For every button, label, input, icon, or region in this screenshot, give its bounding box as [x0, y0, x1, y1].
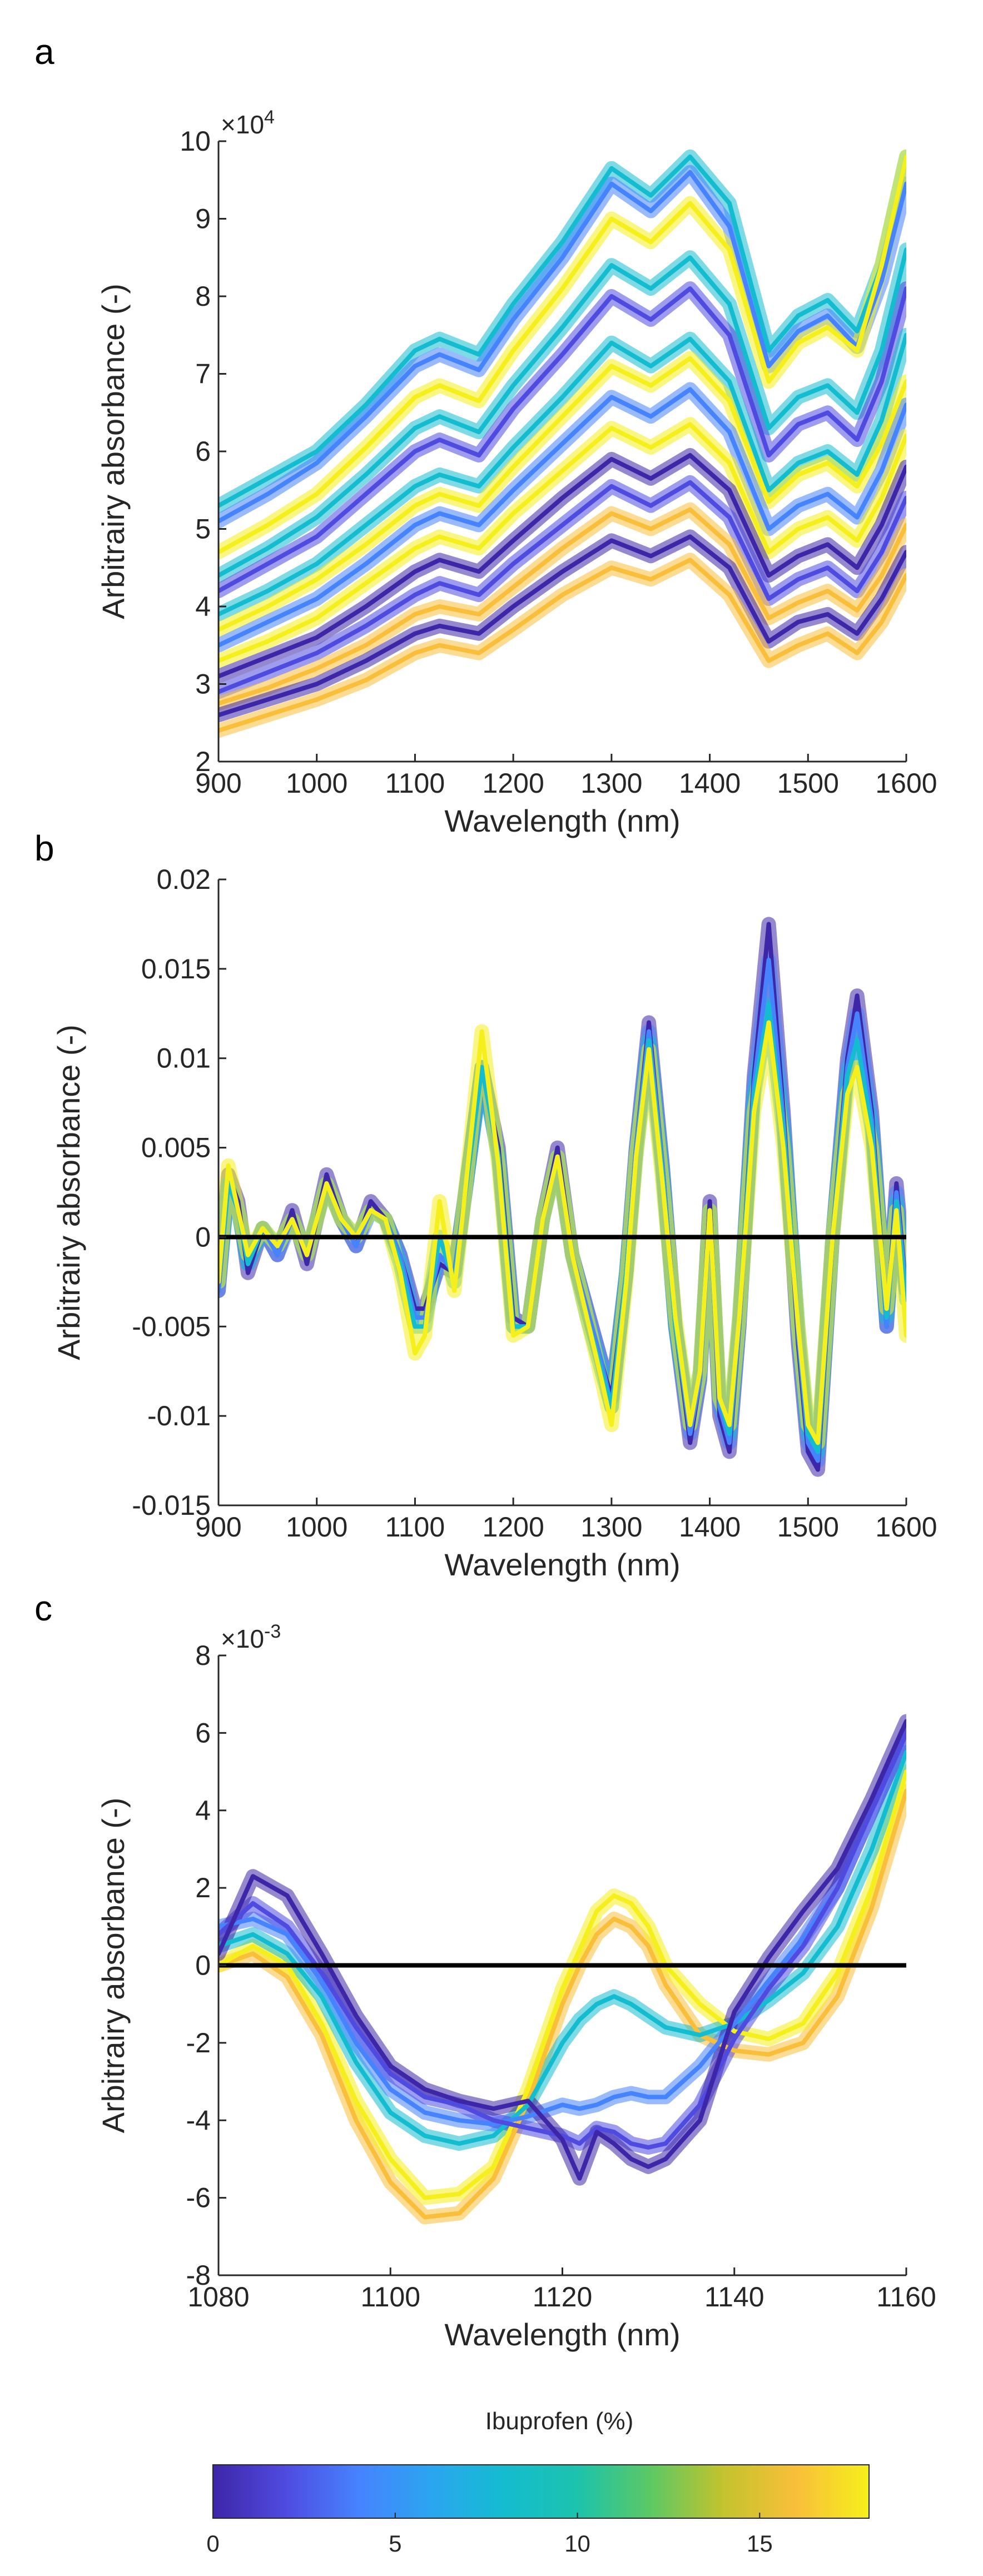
y-tick-label: 0: [195, 1950, 211, 1981]
y-tick-label: 0.015: [141, 953, 211, 984]
series-line: [219, 1719, 906, 2181]
panel-b: b 900 1000 1100 1200 1300 1400 1500 1600 -0.015 -0…: [34, 828, 937, 1582]
colorbar: Ibuprofen (%) 0 5 10 15: [206, 2408, 870, 2557]
y-tick-label: 9: [195, 203, 211, 235]
panel-letter: a: [34, 32, 54, 72]
series-line: [219, 332, 906, 616]
y-axis-label: Arbitrairy absorbance (-): [51, 1025, 86, 1360]
series-line: [219, 1020, 906, 1445]
panel-c: c 1080 1100 1120 1140 1160 -8 -6 -4 -2 0 2 4 6 8 ×10-3 W…: [34, 1588, 936, 2352]
panel-letter: c: [34, 1588, 52, 1628]
axis-exponent: ×10-3: [221, 1621, 281, 1653]
series-line: [219, 1788, 906, 2220]
y-tick-label: 10: [180, 126, 211, 157]
colorbar-tick-label: 5: [389, 2530, 401, 2557]
x-tick-label: 1500: [777, 1511, 839, 1543]
y-tick-label: 2: [195, 746, 211, 777]
x-tick-label: 1600: [875, 1511, 937, 1543]
series-line: [219, 507, 906, 706]
series-line: [219, 286, 906, 594]
x-tick-label: 1160: [876, 2281, 936, 2313]
x-tick-label: 1140: [704, 2281, 764, 2313]
y-tick-label: 4: [195, 1795, 211, 1826]
series-line: [219, 1750, 906, 2146]
series-line: [219, 1730, 906, 2150]
x-axis-label: Wavelength (nm): [444, 1547, 680, 1582]
colorbar-tick-label: 10: [564, 2530, 590, 2557]
series-line: [219, 1769, 906, 2200]
series-line: [219, 558, 906, 733]
x-tick-label: 1000: [286, 1511, 347, 1543]
x-tick-label: 1600: [875, 768, 937, 799]
x-tick-label: 1500: [777, 768, 839, 799]
x-axis-label: Wavelength (nm): [444, 2317, 680, 2352]
y-tick-label: 0.02: [157, 864, 211, 895]
x-tick-label: 1080: [187, 2281, 249, 2313]
series-line: [219, 387, 906, 648]
y-tick-label: 0.005: [141, 1132, 211, 1163]
colorbar-tick-label: 15: [747, 2530, 773, 2557]
x-tick-label: 1100: [385, 768, 445, 799]
series-line: [219, 154, 906, 508]
x-tick-label: 1200: [483, 768, 544, 799]
x-tick-label: 1100: [385, 1511, 445, 1543]
y-tick-label: 0: [195, 1221, 211, 1252]
y-tick-label: -2: [186, 2027, 211, 2058]
axis-exponent: ×104: [221, 107, 275, 139]
series-line: [219, 480, 906, 694]
x-tick-label: 1300: [580, 1511, 642, 1543]
y-tick-label: 7: [195, 359, 211, 390]
y-tick-label: -0.005: [132, 1311, 211, 1342]
x-tick-label: 1100: [360, 2281, 420, 2313]
series-group: [219, 149, 906, 738]
series-group: [219, 917, 906, 1477]
y-tick-label: 8: [195, 1640, 211, 1671]
y-tick-label: 4: [195, 591, 211, 622]
y-tick-label: 3: [195, 669, 211, 700]
y-tick-label: -0.015: [132, 1490, 211, 1521]
x-tick-label: 1400: [679, 1511, 741, 1543]
x-tick-label: 1120: [533, 2281, 593, 2313]
x-tick-label: 1200: [483, 1511, 544, 1543]
series-group: [219, 1714, 906, 2225]
x-tick-label: 1400: [679, 768, 741, 799]
colorbar-gradient: [212, 2464, 870, 2519]
colorbar-tick-label: 0: [206, 2530, 219, 2557]
series-line: [219, 154, 906, 555]
y-axis-label: Arbitrairy absorbance (-): [96, 1798, 131, 2134]
series-line: [219, 453, 906, 679]
x-tick-label: 900: [195, 1511, 241, 1543]
panel-letter: b: [34, 828, 54, 868]
x-tick-label: 900: [195, 768, 241, 799]
y-tick-label: -4: [186, 2105, 211, 2136]
panel-a: a 900 1000 1100 1200 1300 1400 1500 1600 2 3 4 5 6 7 8 9…: [34, 32, 937, 838]
y-tick-label: 5: [195, 514, 211, 545]
colorbar-title: Ibuprofen (%): [485, 2408, 634, 2435]
series-line: [219, 534, 906, 718]
x-tick-label: 1300: [580, 768, 642, 799]
y-tick-label: -8: [186, 2260, 211, 2291]
x-tick-label: 1000: [286, 768, 347, 799]
y-tick-label: 0.01: [157, 1043, 211, 1074]
series-line: [219, 170, 906, 524]
y-tick-label: 6: [195, 1717, 211, 1748]
y-axis-label: Arbitrairy absorbance (-): [96, 284, 131, 619]
y-tick-label: -6: [186, 2182, 211, 2214]
y-tick-label: 8: [195, 281, 211, 312]
series-line: [219, 247, 906, 578]
x-axis-label: Wavelength (nm): [444, 803, 680, 838]
series-line: [219, 1730, 906, 2127]
series-line: [219, 356, 906, 632]
y-tick-label: -0.01: [147, 1400, 211, 1431]
y-tick-label: 6: [195, 436, 211, 467]
series-line: [219, 422, 906, 663]
y-tick-label: 2: [195, 1872, 211, 1903]
